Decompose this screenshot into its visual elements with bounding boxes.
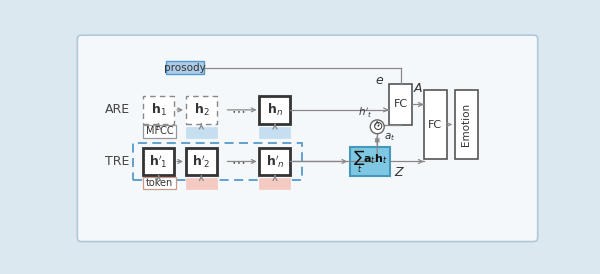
Bar [143,96,174,124]
Text: $\cdots$: $\cdots$ [231,103,245,117]
Text: $\mathbf{h}'_n$: $\mathbf{h}'_n$ [266,153,284,170]
Circle shape [370,120,384,134]
Bar [166,61,203,75]
Bar [186,148,217,175]
Text: ARE: ARE [105,103,130,116]
Bar [259,96,290,124]
Text: $\cdots$: $\cdots$ [231,155,245,169]
Text: prosody: prosody [164,63,206,73]
Bar [186,96,217,124]
Text: $\mathbf{h}_n$: $\mathbf{h}_n$ [267,102,283,118]
Text: $\mathbf{h}'_1$: $\mathbf{h}'_1$ [149,153,168,170]
Bar [133,143,302,180]
Bar [259,178,290,189]
Text: $\mathbf{h}'_2$: $\mathbf{h}'_2$ [192,153,211,170]
Text: FC: FC [428,119,442,130]
Text: token: token [146,178,173,188]
Bar [143,178,174,189]
Bar [143,127,174,138]
Text: $\sum_t \mathbf{a}_t\mathbf{h}_t$: $\sum_t \mathbf{a}_t\mathbf{h}_t$ [353,148,388,175]
Bar [186,127,217,138]
Bar [455,90,478,159]
Text: MFCC: MFCC [146,126,173,136]
Text: $\mathbf{h}_1$: $\mathbf{h}_1$ [151,102,167,118]
Bar [259,127,290,138]
Bar [424,90,447,159]
Text: Emotion: Emotion [461,103,472,146]
Text: $\mathit{e}$: $\mathit{e}$ [375,74,384,87]
Bar [143,125,176,138]
Text: $\mathit{Z}$: $\mathit{Z}$ [394,166,405,179]
Text: $h'_t$: $h'_t$ [358,106,373,120]
Bar [389,84,412,124]
Bar [143,177,176,189]
Text: $\mathit{A}$: $\mathit{A}$ [413,82,424,95]
Bar [143,148,174,175]
Bar [259,148,290,175]
Text: $\odot$: $\odot$ [371,119,383,133]
Text: $\mathbf{h}_2$: $\mathbf{h}_2$ [194,102,209,118]
FancyBboxPatch shape [77,35,538,242]
Text: $a_t$: $a_t$ [384,131,395,143]
Text: TRE: TRE [106,155,130,168]
Bar [350,147,391,176]
Text: FC: FC [394,99,407,110]
Bar [186,178,217,189]
